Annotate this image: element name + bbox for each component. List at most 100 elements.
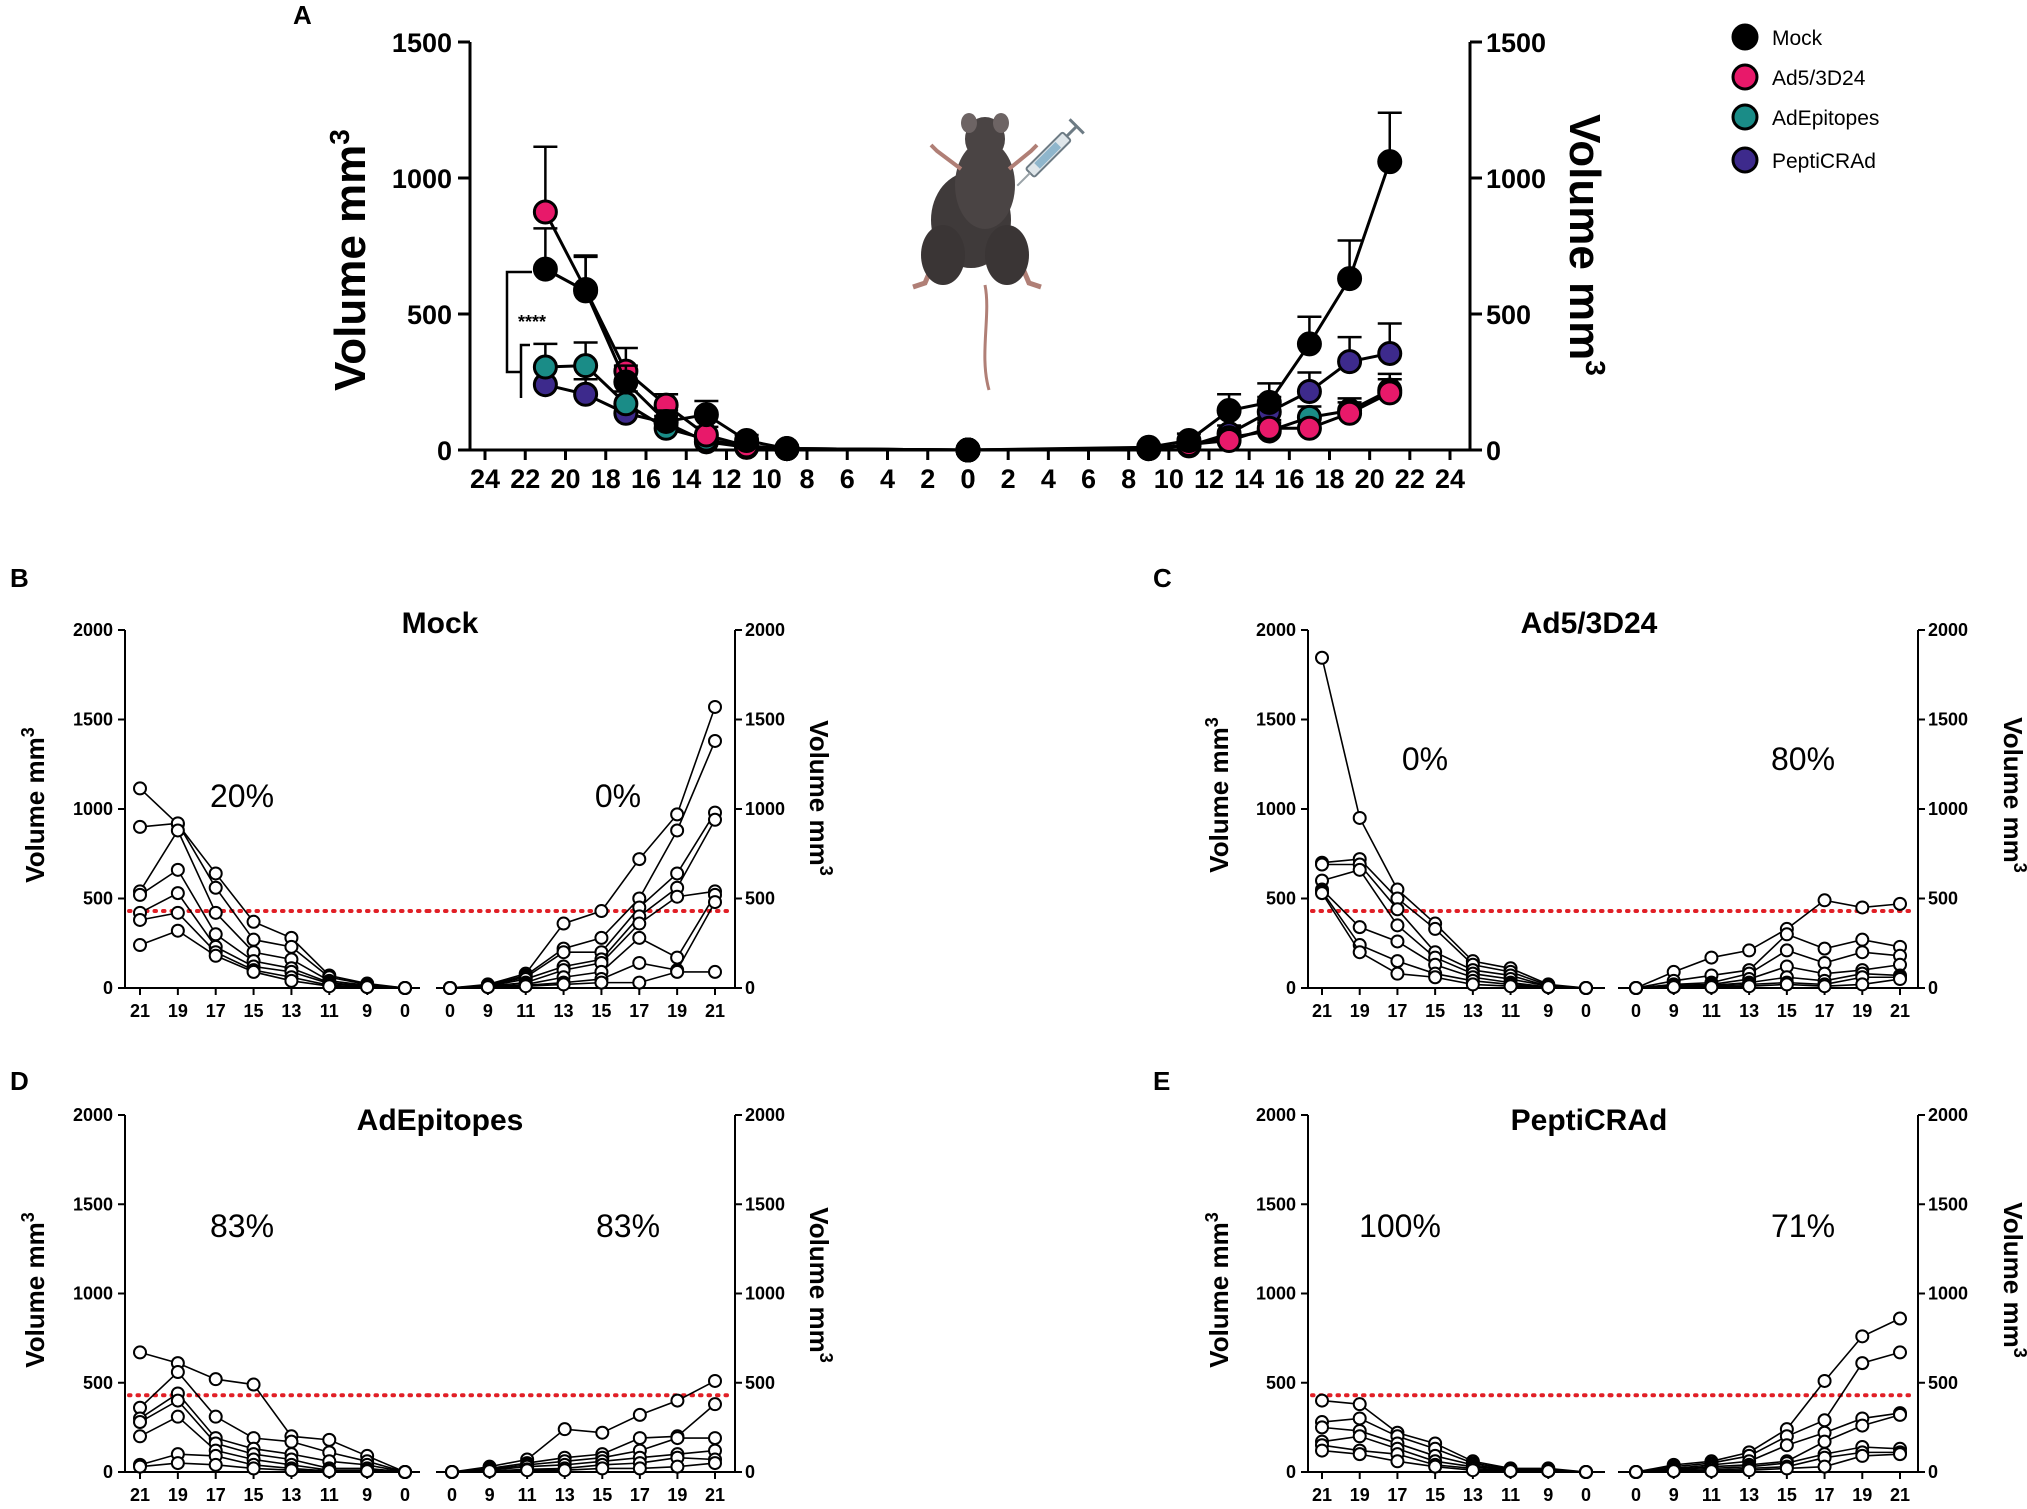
panel-d-mouse-point-left (133, 1415, 147, 1430)
legend: Mock Ad5/3D24 AdEpitopes PeptiCRAd (1731, 23, 1879, 174)
panel-a-x-tick-label-right: 14 (1234, 464, 1264, 494)
panel-b-y-tick-label-left: 1500 (73, 710, 113, 730)
panel-c-x-tick-label-right: 9 (1669, 1001, 1679, 1021)
panel-d-x-tick-label-right: 19 (667, 1485, 687, 1505)
panel-b-x-tick-label-left: 0 (400, 1001, 410, 1021)
panel-c-mouse-point-right (1742, 979, 1757, 994)
panel-e-x-tick-label-right: 19 (1852, 1485, 1872, 1505)
panel-d-y-tick-label-left: 1500 (73, 1194, 113, 1214)
panel-d-y-tick-label-right: 0 (745, 1462, 755, 1482)
panel-b-mouse-point-left (246, 964, 261, 979)
point-ad5-3d24 (1216, 427, 1242, 453)
point-mock (1176, 427, 1202, 453)
panel-c-mouse-point-right (1817, 979, 1832, 994)
point-pepticrad (1377, 340, 1403, 366)
panel-b-mouse-point-right (632, 916, 647, 931)
panel-b-x-tick-label-left: 15 (244, 1001, 264, 1021)
panel-a-x-tick-label-right: 2 (1001, 464, 1016, 494)
point-mock (532, 256, 558, 282)
point-mock (613, 369, 639, 395)
panel-e-y-tick-label-right: 1500 (1928, 1194, 1968, 1214)
panel-a-y-tick-label-left: 0 (437, 436, 452, 466)
panel-e-mouse-point-left (1352, 1447, 1367, 1462)
panel-d-mouse-point-left (246, 1461, 261, 1476)
panel-b-x-tick-label-right: 19 (667, 1001, 687, 1021)
panel-a-x-tick-label-left: 8 (799, 464, 814, 494)
legend-item-pepticrad: PeptiCRAd (1731, 146, 1876, 174)
panel-a-x-tick-label-left: 12 (711, 464, 741, 494)
panel-c-mouse-point-left (1390, 902, 1405, 917)
panel-c-mouse-point-left (1352, 920, 1367, 935)
panel-a-x-tick-label-left: 16 (631, 464, 661, 494)
panel-b-mouse-point-right (632, 955, 647, 970)
panel-d-y-label-right: Volume mm3 (804, 1207, 836, 1362)
panel-e-mouse-point-right (1855, 1448, 1870, 1463)
panel-e-y-tick-label-right: 500 (1928, 1373, 1958, 1393)
panel-e-mouse-point-right (1704, 1464, 1719, 1479)
panel-b-mouse-point-right (594, 975, 609, 990)
panel-b-mouse-point-left (246, 932, 261, 947)
syringe-icon (1016, 118, 1085, 187)
panel-d-mouse-point-left (208, 1457, 223, 1472)
panel-c-x-tick-label-left: 0 (1581, 1001, 1591, 1021)
panel-a-y-tick-label-right: 500 (1486, 300, 1531, 330)
panel-label-a: A (293, 0, 312, 30)
panel-c-mouse-point-left (1315, 650, 1329, 665)
panel-a-x-tick-label-left: 14 (671, 464, 701, 494)
panel-b-x-tick-label-right: 13 (554, 1001, 574, 1021)
point-adepitopes (532, 354, 558, 380)
panel-b-x-tick-label-right: 9 (483, 1001, 493, 1021)
panel-e-mouse-point-right (1629, 1465, 1643, 1479)
legend-label-ad5-3d24: Ad5/3D24 (1772, 67, 1866, 90)
panel-b-mouse-point-right (556, 945, 571, 960)
panel-c-mouse-point-right (1855, 900, 1870, 915)
panel-c-pct-right: 80% (1771, 741, 1835, 777)
panel-e-mouse-point-left (1541, 1464, 1556, 1479)
panel-b-mouse-point-right (518, 979, 533, 994)
legend-label-adepitopes: AdEpitopes (1772, 107, 1879, 130)
panel-b-mouse-point-right (556, 977, 571, 992)
panel-d-y-tick-label-left: 1000 (73, 1284, 113, 1304)
panel-e-y-tick-label-left: 500 (1266, 1373, 1296, 1393)
panel-c-mouse-point-left (1390, 954, 1405, 969)
panel-e-mouse-point-right (1666, 1464, 1681, 1479)
legend-label-mock: Mock (1772, 27, 1823, 50)
panel-b-y-tick-label-right: 2000 (745, 620, 785, 640)
panel-d-y-label-left: Volume mm3 (18, 1212, 50, 1367)
point-pepticrad (1337, 349, 1363, 375)
panel-e-x-tick-label-right: 11 (1702, 1485, 1721, 1505)
legend-item-ad5-3d24: Ad5/3D24 (1731, 63, 1866, 91)
panel-d-x-tick-label-left: 13 (281, 1485, 301, 1505)
panel-d-mouse-point-left (133, 1459, 147, 1474)
panel-b-mouse-point-right (632, 975, 647, 990)
panel-a-x-tick-label-right: 24 (1435, 464, 1465, 494)
panel-c-mouse-point-right (1893, 896, 1907, 911)
panel-c-x-tick-label-left: 9 (1543, 1001, 1553, 1021)
panel-e-x-tick-label-left: 21 (1312, 1485, 1332, 1505)
panel-a-x-tick-label-left: 6 (840, 464, 855, 494)
panel-d-x-tick-label-left: 11 (320, 1485, 339, 1505)
panel-d-mouse-point-left (246, 1377, 261, 1392)
panel-c-mouse-point-right (1817, 941, 1832, 956)
panel-e-y-tick-label-left: 0 (1286, 1462, 1296, 1482)
panel-c-pct-left: 0% (1402, 741, 1448, 777)
panel-b-title: Mock (402, 607, 479, 640)
panel-c-x-tick-label-left: 17 (1387, 1001, 1407, 1021)
panel-a: A Volume mm3 Volume mm3 (293, 0, 1879, 398)
panel-c-mouse-point-right (1893, 972, 1907, 987)
panel-d-mouse-point-right (670, 1431, 685, 1446)
panel-d-x-tick-label-left: 15 (244, 1485, 264, 1505)
panel-e-mouse-point-left (1315, 1443, 1329, 1458)
panel-c-mouse-point-right (1779, 943, 1794, 958)
panel-e-x-tick-label-right: 0 (1631, 1485, 1641, 1505)
panel-c-x-tick-label-right: 21 (1890, 1001, 1910, 1021)
point-mock (573, 278, 599, 304)
panel-e-mouse-point-right (1817, 1434, 1832, 1449)
panel-a-x-tick-label-left: 22 (510, 464, 540, 494)
panel-d-mouse-point-right (708, 1373, 722, 1388)
panel-b-x-tick-label-right: 21 (705, 1001, 725, 1021)
panel-d-pct-right: 83% (596, 1208, 660, 1244)
panel-b-mouse-point-left (246, 914, 261, 929)
